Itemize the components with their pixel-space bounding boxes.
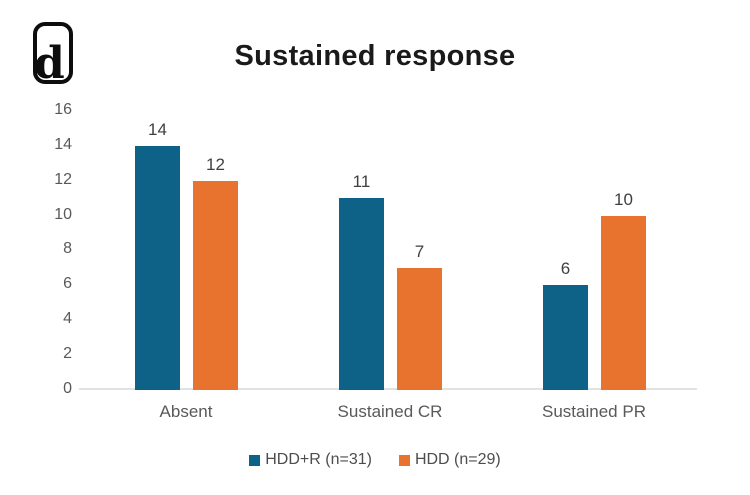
x-axis-label-absent: Absent: [159, 402, 213, 421]
y-tick-label: 4: [63, 310, 72, 328]
y-tick-label: 8: [63, 240, 72, 258]
bar-value-label: 7: [414, 242, 425, 261]
y-tick-label: 16: [54, 100, 72, 118]
y-tick-label: 2: [63, 345, 72, 363]
legend: HDD+R (n=31) HDD (n=29): [0, 451, 750, 469]
bar-hdd+r-sustained-cr: [339, 198, 384, 390]
logo: d: [33, 22, 73, 89]
bar-hdd-absent: [193, 181, 238, 390]
legend-swatch: [249, 454, 261, 466]
bar-value-label: 6: [560, 259, 571, 278]
bar-hdd-sustained-pr: [601, 216, 646, 390]
x-axis-label-sustained-pr: Sustained PR: [542, 402, 646, 421]
x-axis-label-sustained-cr: Sustained CR: [337, 402, 443, 421]
chart-title: Sustained response: [234, 40, 516, 72]
bar-hdd+r-sustained-pr: [543, 285, 588, 390]
y-tick-label: 14: [54, 135, 72, 153]
bar-value-label: 10: [614, 190, 633, 209]
bar-value-label: 14: [148, 120, 167, 139]
legend-label: HDD+R (n=31): [265, 451, 372, 468]
y-tick-label: 6: [63, 275, 72, 293]
y-tick-label: 10: [54, 205, 72, 223]
legend-label: HDD (n=29): [414, 451, 501, 468]
x-axis-line: [79, 388, 697, 390]
bar-value-label: 12: [206, 155, 225, 174]
y-tick-label: 0: [63, 380, 72, 397]
legend-item: HDD+R (n=31): [249, 451, 372, 469]
bar-hdd+r-absent: [135, 146, 180, 390]
bar-hdd-sustained-cr: [397, 268, 442, 390]
logo-letter-d: d: [34, 38, 65, 89]
legend-item: HDD (n=29): [398, 451, 501, 469]
bar-value-label: 11: [352, 172, 371, 191]
legend-swatch: [398, 454, 410, 466]
y-tick-label: 12: [54, 170, 72, 188]
